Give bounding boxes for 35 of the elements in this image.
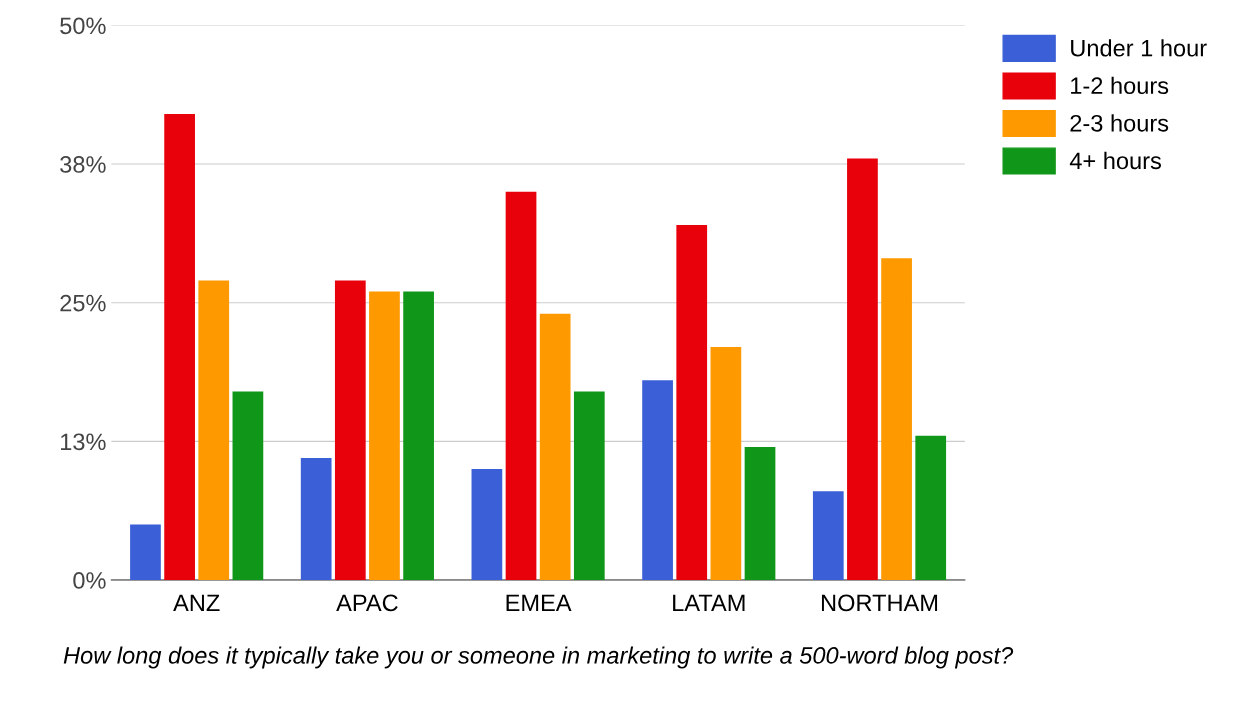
- bar: [334, 280, 366, 580]
- legend-label: 4+ hours: [1069, 151, 1161, 170]
- bar: [130, 524, 161, 580]
- legend-label: 1-2 hours: [1071, 76, 1169, 95]
- bar: [710, 347, 742, 580]
- x-tick-label: NORTHAM: [821, 594, 938, 612]
- x-tick-label: LATAM: [673, 594, 745, 611]
- x-axis-title: How long does it typically take you or someone in marketing to write a 500-word blog post?: [63, 646, 1014, 669]
- bar: [847, 158, 878, 580]
- legend-label: Under 1 hour: [1071, 39, 1207, 57]
- bar: [232, 391, 264, 580]
- y-tick-label: 25%: [60, 294, 106, 312]
- bar: [471, 469, 503, 580]
- y-tick-label: 38%: [60, 156, 106, 173]
- bar: [505, 191, 537, 580]
- legend-label: 2-3 hours: [1070, 114, 1169, 132]
- bar: [369, 291, 400, 580]
- bar: [881, 258, 912, 580]
- y-tick-label: 0%: [73, 572, 106, 589]
- bar: [403, 291, 434, 580]
- bar: [744, 446, 776, 580]
- x-tick-label: ANZ: [173, 594, 220, 611]
- bar: [539, 313, 571, 580]
- bar: [915, 435, 947, 580]
- y-tick-label: 13%: [61, 433, 106, 451]
- bar: [812, 491, 844, 580]
- y-tick-label: 50%: [60, 17, 106, 35]
- bar: [642, 380, 673, 580]
- x-tick-label: APAC: [336, 594, 398, 612]
- bar: [573, 391, 605, 580]
- bar: [676, 225, 708, 580]
- bar: [164, 114, 195, 580]
- x-tick-label: EMEA: [506, 594, 572, 611]
- bar: [300, 457, 332, 580]
- bar: [198, 280, 230, 580]
